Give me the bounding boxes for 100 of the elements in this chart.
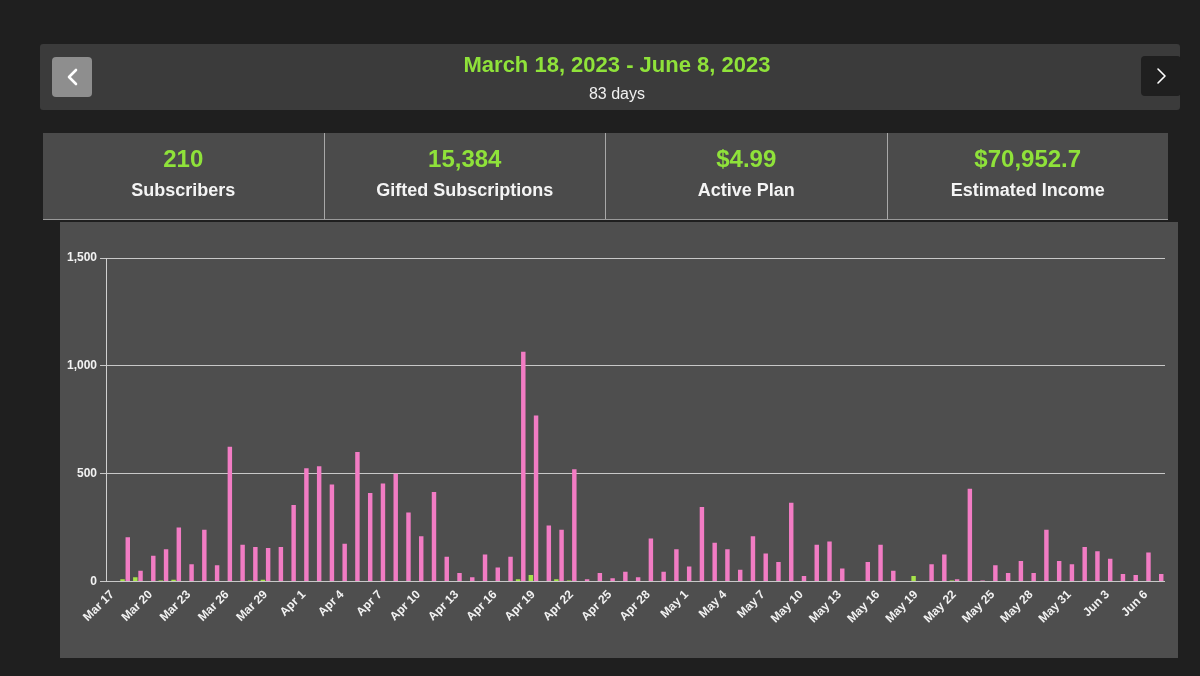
bar	[508, 556, 513, 582]
bar	[393, 473, 398, 582]
x-tick-label: Apr 1	[276, 586, 309, 619]
bar	[470, 577, 475, 582]
bar	[827, 541, 832, 582]
bar	[291, 504, 296, 582]
bar	[725, 549, 730, 582]
bar	[699, 507, 705, 582]
x-tick-label: Mar 26	[194, 586, 232, 624]
x-tick-label: Apr 4	[314, 586, 347, 619]
bar	[763, 553, 768, 582]
x-tick-label: Apr 22	[539, 586, 577, 624]
text: March 18, 2023 - June 8, 2023	[462, 52, 772, 78]
x-tick-label: Mar 29	[233, 586, 271, 624]
bar	[265, 548, 271, 582]
bar	[686, 566, 692, 582]
bar	[278, 547, 284, 582]
y-tick-label: 500	[77, 465, 98, 480]
bar	[967, 488, 973, 582]
bar	[240, 544, 245, 582]
bar	[878, 544, 883, 582]
bar	[253, 547, 258, 582]
bar	[911, 576, 916, 582]
bar	[1082, 547, 1087, 582]
bar	[993, 565, 998, 582]
bar	[431, 492, 437, 582]
bar	[559, 529, 564, 582]
text: $4.99	[715, 145, 778, 173]
bar	[635, 577, 641, 582]
bar	[610, 578, 615, 582]
bar	[138, 570, 143, 582]
text: $70,952.7	[973, 145, 1083, 173]
text: Estimated Income	[949, 179, 1106, 201]
x-tick-label: Apr 25	[578, 586, 615, 624]
text: Gifted Subscriptions	[375, 179, 555, 201]
bar	[929, 564, 934, 582]
bar	[712, 542, 717, 582]
bar	[1031, 572, 1036, 582]
bar	[789, 502, 794, 582]
text: 15,384	[427, 145, 503, 173]
bar	[214, 565, 220, 582]
x-tick-label: Apr 19	[501, 586, 539, 624]
bar	[648, 538, 654, 582]
bar	[1159, 573, 1164, 582]
bar	[419, 536, 424, 582]
x-tick-label: Apr 7	[353, 586, 386, 619]
x-tick-label: May 7	[734, 586, 768, 621]
bar	[133, 577, 138, 582]
bar	[1107, 558, 1113, 582]
x-tick-label: Apr 16	[463, 586, 500, 624]
text: 83 days	[587, 84, 646, 104]
bar	[1069, 564, 1075, 582]
y-tick-label: 1,000	[67, 358, 98, 373]
bar	[865, 562, 871, 582]
x-tick-label: Mar 23	[156, 586, 194, 624]
bar	[521, 351, 526, 582]
bar	[202, 529, 207, 582]
bar	[125, 537, 131, 582]
x-tick-label: Apr 10	[386, 586, 424, 624]
bar	[1095, 551, 1100, 582]
bar	[163, 549, 169, 582]
bar	[750, 536, 756, 582]
bar	[316, 466, 322, 582]
bar	[457, 572, 462, 582]
bar	[572, 469, 577, 582]
bar	[355, 452, 360, 582]
x-tick-label: Mar 20	[118, 586, 156, 624]
x-tick-label: Apr 13	[425, 586, 462, 624]
bar	[342, 543, 347, 582]
x-tick-label: Apr 28	[616, 586, 653, 624]
bar	[1044, 529, 1049, 582]
x-tick-label: Mar 17	[80, 586, 118, 624]
x-tick-label: Jun 6	[1118, 586, 1151, 620]
bar	[495, 567, 501, 582]
bar	[1133, 575, 1138, 582]
y-tick-label: 0	[90, 573, 98, 588]
bar	[329, 484, 335, 582]
bar	[304, 468, 309, 582]
bar	[546, 525, 552, 582]
bar	[1146, 552, 1151, 582]
y-tick-label: 1,500	[67, 250, 98, 265]
bar	[661, 571, 666, 582]
bar	[1056, 561, 1062, 582]
bar	[189, 564, 194, 582]
bar	[942, 554, 947, 582]
bar	[533, 415, 539, 582]
bar	[227, 446, 233, 582]
bar	[1120, 573, 1126, 582]
bar	[151, 555, 156, 582]
bar	[674, 549, 679, 582]
bar	[776, 562, 781, 582]
bar	[1018, 561, 1024, 582]
text: Subscribers	[130, 179, 237, 201]
bar	[367, 493, 373, 582]
bar	[801, 576, 807, 582]
bar	[623, 571, 628, 582]
text: Active Plan	[696, 179, 796, 201]
x-tick-label: May 1	[657, 586, 692, 621]
bar	[380, 483, 386, 582]
text: 210	[162, 145, 205, 173]
